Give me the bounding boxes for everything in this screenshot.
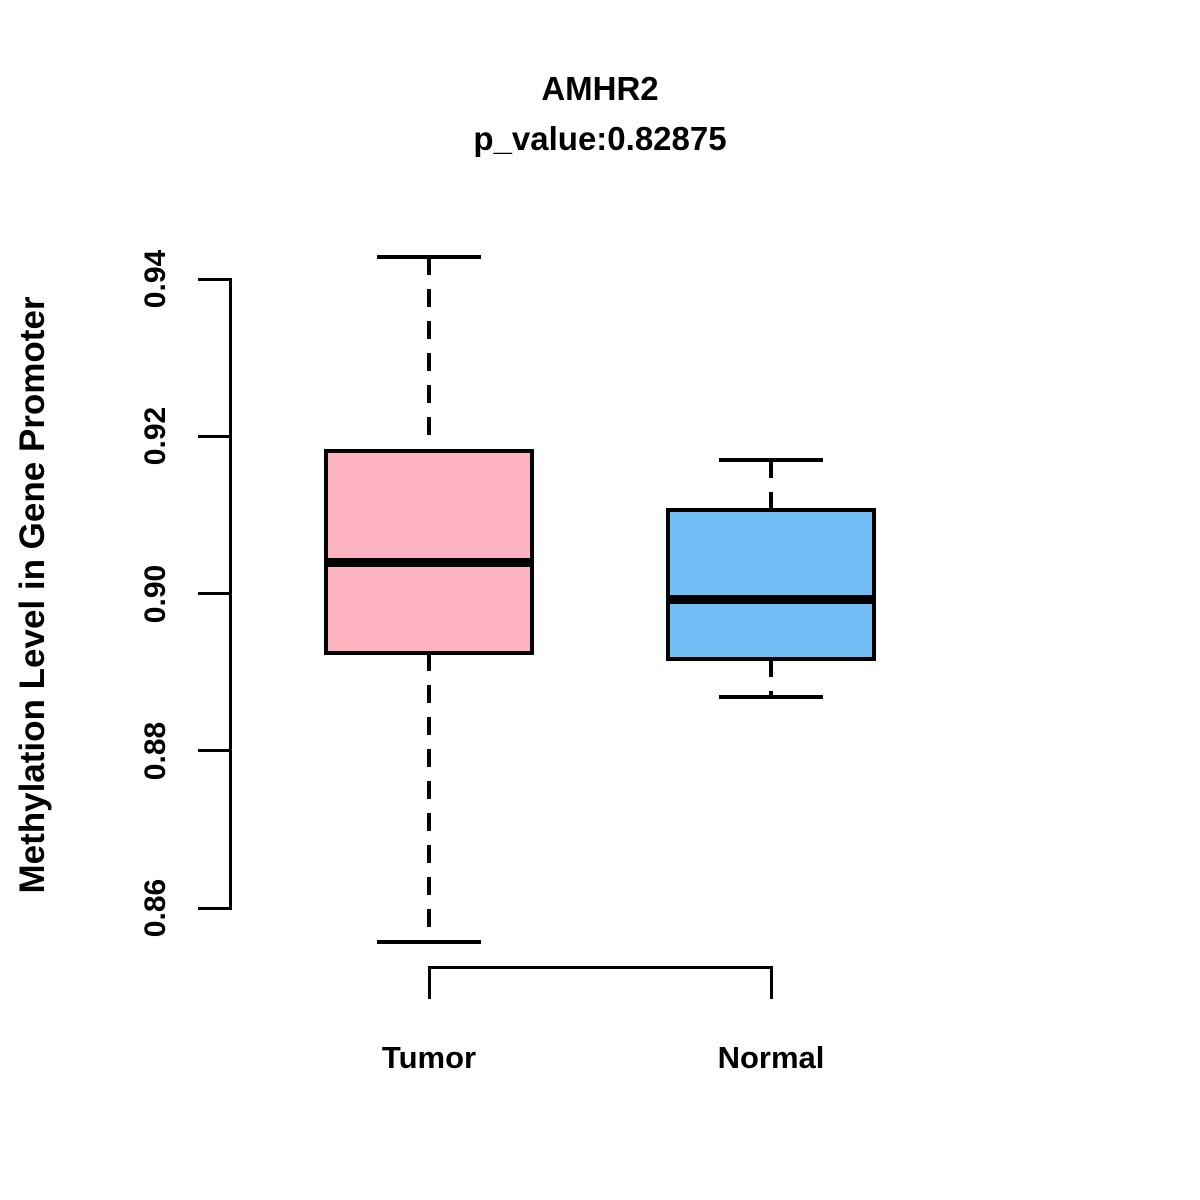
whisker-cap-upper-tumor: [377, 254, 481, 259]
y-axis-tick: [198, 277, 230, 281]
box-tumor: [324, 449, 534, 656]
y-axis-label: Methylation Level in Gene Promoter: [13, 296, 52, 894]
whisker-line-upper-tumor: [427, 256, 431, 452]
y-axis-tick: [198, 592, 230, 595]
whisker-cap-upper-normal: [719, 457, 823, 462]
box-normal: [666, 508, 876, 661]
y-tick-label: 0.88: [139, 721, 172, 780]
whisker-line-lower-tumor: [427, 653, 431, 942]
median-line-normal: [666, 594, 876, 604]
chart-subtitle: p_value:0.82875: [473, 120, 727, 157]
whisker-line-lower-normal: [769, 658, 773, 698]
y-tick-label: 0.90: [139, 564, 172, 623]
y-axis-tick: [198, 906, 230, 910]
whisker-cap-lower-normal: [719, 695, 823, 700]
median-line-tumor: [324, 557, 534, 567]
x-axis-line: [429, 965, 771, 969]
y-axis-tick: [198, 434, 230, 438]
chart-title: AMHR2: [541, 70, 659, 107]
y-tick-label: 0.94: [139, 249, 172, 309]
whisker-line-upper-normal: [769, 459, 773, 511]
x-axis-tick-2: [769, 965, 773, 999]
y-axis-line: [228, 277, 232, 910]
y-tick-label: 0.86: [139, 878, 172, 938]
y-axis-tick: [198, 749, 230, 753]
y-tick-label: 0.92: [139, 407, 172, 466]
x-axis-tick-1: [427, 965, 431, 999]
whisker-cap-lower-tumor: [377, 939, 481, 944]
x-category-label-normal: Normal: [717, 1040, 825, 1075]
x-category-label-tumor: Tumor: [381, 1040, 477, 1075]
